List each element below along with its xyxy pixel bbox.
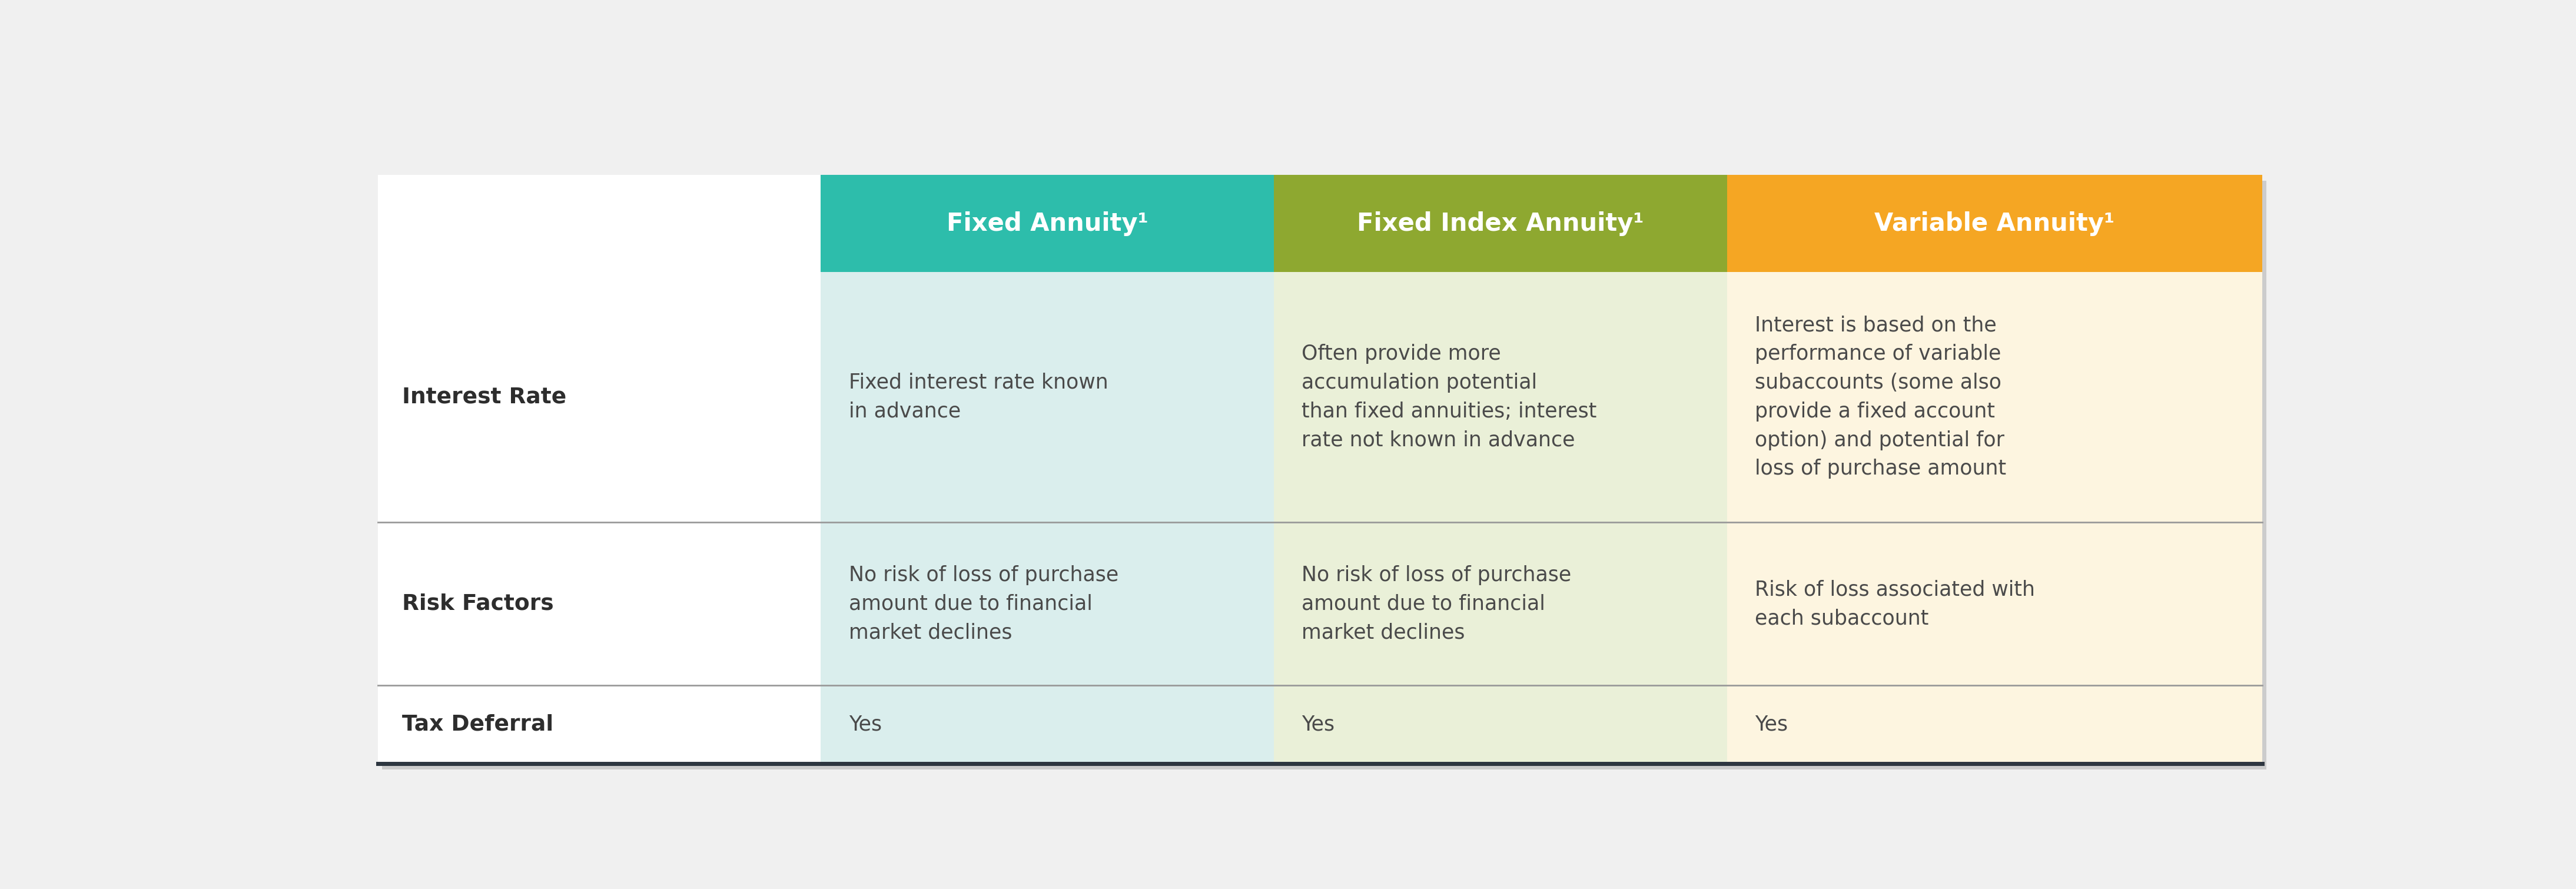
Text: Fixed Annuity¹: Fixed Annuity¹ [945,211,1149,236]
Text: Risk Factors: Risk Factors [402,593,554,614]
Text: Yes: Yes [1754,715,1788,734]
Bar [379,175,822,272]
Text: Interest is based on the
performance of variable
subaccounts (some also
provide : Interest is based on the performance of … [1754,315,2007,479]
Text: No risk of loss of purchase
amount due to financial
market declines: No risk of loss of purchase amount due t… [848,565,1118,643]
Bar [1275,272,1726,523]
Text: Interest Rate: Interest Rate [402,387,567,408]
Text: No risk of loss of purchase
amount due to financial
market declines: No risk of loss of purchase amount due t… [1301,565,1571,643]
Bar [381,180,2267,769]
Bar [379,685,822,764]
Bar [1726,272,2262,523]
Text: Risk of loss associated with
each subaccount: Risk of loss associated with each subacc… [1754,580,2035,629]
Text: Often provide more
accumulation potential
than fixed annuities; interest
rate no: Often provide more accumulation potentia… [1301,344,1597,450]
Text: Tax Deferral: Tax Deferral [402,714,554,735]
Bar [1726,685,2262,764]
Bar [379,175,2262,764]
Text: Fixed interest rate known
in advance: Fixed interest rate known in advance [848,372,1108,421]
Bar [1726,523,2262,685]
Bar [822,685,1275,764]
Bar [822,272,1275,523]
Bar [1275,175,1726,272]
Bar [379,272,822,523]
Bar [822,523,1275,685]
Bar [1275,523,1726,685]
Bar [822,175,1275,272]
Bar [379,523,822,685]
Text: Yes: Yes [848,715,881,734]
Bar [1275,685,1726,764]
Text: Fixed Index Annuity¹: Fixed Index Annuity¹ [1358,211,1643,236]
Text: Variable Annuity¹: Variable Annuity¹ [1875,211,2115,236]
Bar [1726,175,2262,272]
Text: Yes: Yes [1301,715,1334,734]
